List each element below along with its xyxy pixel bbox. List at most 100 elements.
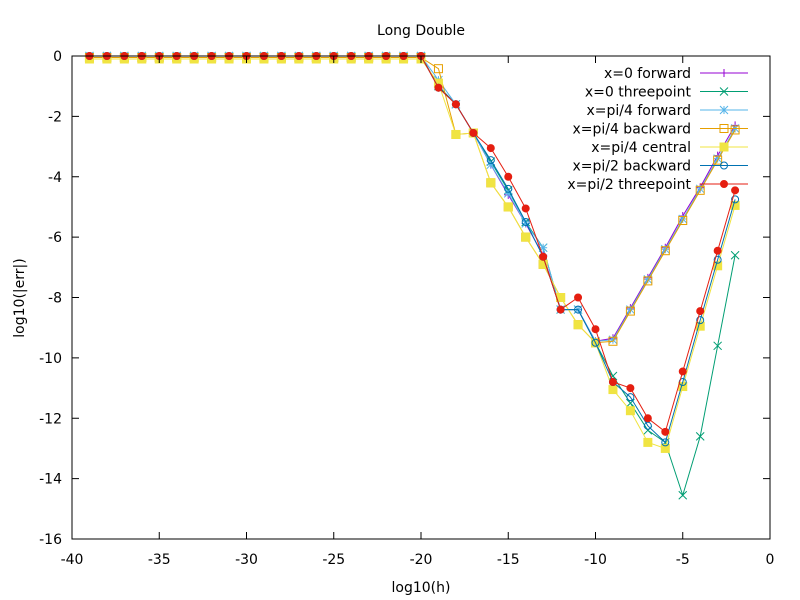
data-point — [504, 172, 513, 181]
data-point — [591, 338, 600, 347]
legend-label: x=pi/4 central — [591, 140, 691, 156]
data-point — [486, 156, 495, 165]
legend: x=0 forward x=0 threepoint x=pi/4 forward x… — [567, 66, 748, 193]
data-point — [521, 218, 530, 227]
data-point — [713, 255, 722, 264]
legend-item: x=0 threepoint — [585, 85, 748, 101]
y-axis-title: log10(|err|) — [12, 258, 28, 337]
legend-label: x=pi/4 backward — [572, 122, 691, 138]
data-point — [678, 490, 688, 500]
y-tick-label: -6 — [48, 230, 62, 246]
x-tick-label: 0 — [766, 552, 775, 568]
legend-marker — [720, 161, 728, 170]
x-axis-title: log10(h) — [392, 580, 451, 596]
data-point — [469, 128, 478, 137]
y-tick-label: -2 — [48, 109, 62, 125]
data-point — [730, 250, 740, 260]
data-point — [713, 341, 723, 351]
data-point — [660, 246, 670, 256]
legend-label: x=pi/4 forward — [586, 103, 691, 119]
data-point — [695, 185, 705, 195]
data-point — [451, 129, 461, 139]
data-point — [660, 443, 670, 453]
data-point — [695, 432, 705, 441]
data-point — [661, 438, 670, 447]
data-point — [538, 243, 548, 253]
legend-marker — [719, 87, 729, 96]
data-point — [504, 184, 513, 193]
x-tick-label: -30 — [235, 552, 258, 568]
legend-item: x=pi/4 forward — [586, 103, 748, 119]
data-point — [591, 325, 600, 334]
legend-item: x=pi/2 backward — [572, 159, 748, 175]
data-point — [608, 378, 617, 387]
x-tick-label: -25 — [322, 552, 345, 568]
data-point — [696, 316, 705, 325]
data-point — [556, 305, 565, 314]
data-point — [661, 427, 670, 436]
data-point — [521, 219, 531, 228]
data-point — [573, 320, 583, 330]
data-point — [660, 244, 670, 254]
legend-item: x=pi/4 central — [591, 140, 748, 156]
data-point — [608, 335, 618, 345]
y-tick-label: -12 — [39, 411, 62, 427]
data-point — [713, 155, 723, 165]
data-point — [434, 83, 443, 92]
axes: -40 -35 -30 -25 -20 -15 -10 -5 0 0 -2 -4 -6 -8 -10 -12 -… — [39, 49, 774, 568]
data-point — [626, 384, 635, 393]
y-tick-label: -16 — [39, 532, 62, 548]
x-tick-label: -15 — [497, 552, 520, 568]
data-point — [521, 232, 531, 242]
data-point — [643, 421, 652, 430]
data-point — [678, 367, 687, 376]
data-point — [486, 178, 496, 188]
data-point — [574, 305, 583, 314]
data-point — [731, 195, 740, 204]
data-point — [433, 64, 443, 74]
legend-marker — [719, 105, 729, 115]
legend-item: x=pi/2 threepoint — [567, 177, 748, 193]
data-point — [678, 214, 688, 224]
legend-marker — [720, 180, 728, 188]
data-point — [625, 306, 635, 316]
data-point — [643, 276, 653, 286]
data-point — [643, 275, 653, 284]
y-tick-label: -14 — [39, 472, 62, 488]
data-point — [451, 100, 460, 109]
data-point — [626, 398, 635, 408]
data-point — [608, 385, 618, 395]
x-tick-label: -10 — [584, 552, 607, 568]
data-point — [713, 246, 722, 255]
data-point — [521, 204, 530, 213]
legend-marker — [719, 124, 729, 133]
data-point — [678, 216, 688, 226]
data-point — [503, 202, 513, 212]
data-point — [643, 437, 653, 447]
legend-label: x=0 forward — [604, 66, 691, 82]
chart-title: Long Double — [377, 23, 465, 39]
data-point — [713, 154, 723, 163]
data-point — [625, 406, 635, 416]
legend-marker — [720, 69, 728, 77]
x-tick-label: -20 — [410, 552, 433, 568]
data-point — [695, 184, 705, 194]
y-tick-label: -8 — [48, 291, 62, 307]
y-tick-label: -10 — [39, 351, 62, 367]
x-tick-label: -5 — [676, 552, 690, 568]
data-point — [503, 188, 513, 198]
legend-item: x=0 forward — [604, 66, 748, 82]
x-tick-label: -40 — [61, 552, 84, 568]
data-point — [486, 144, 495, 153]
data-point — [626, 393, 635, 402]
legend-label: x=pi/2 threepoint — [567, 177, 691, 193]
y-tick-label: 0 — [53, 49, 62, 65]
data-point — [486, 160, 496, 170]
x-tick-label: -35 — [148, 552, 171, 568]
legend-marker — [719, 142, 729, 152]
data-point — [539, 252, 548, 261]
y-tick-label: -4 — [48, 170, 62, 186]
data-point — [731, 186, 740, 195]
